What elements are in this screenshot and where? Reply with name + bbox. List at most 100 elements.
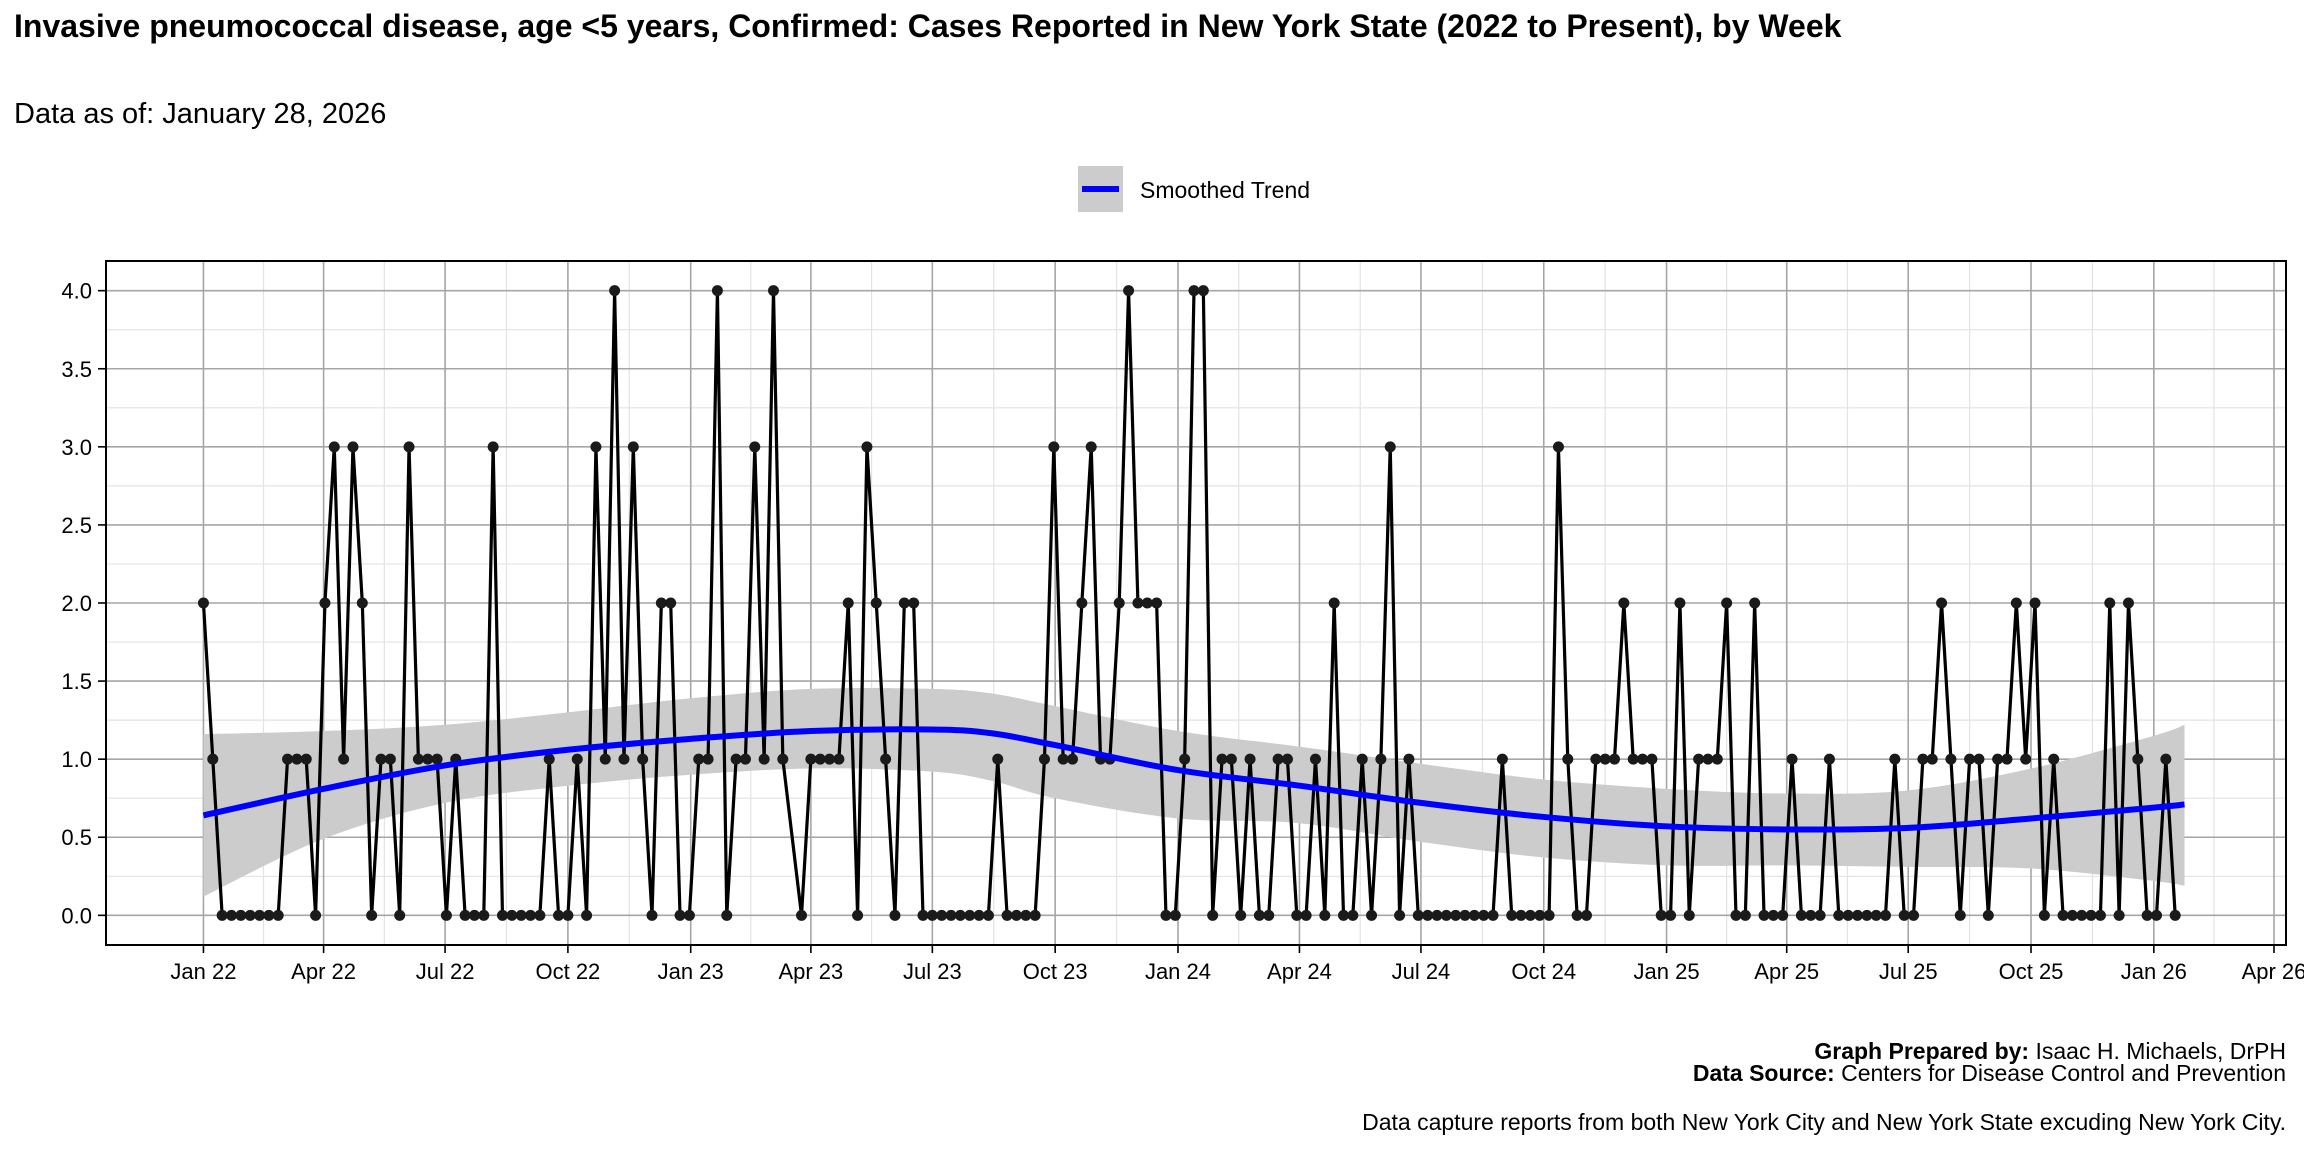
data-point <box>1552 441 1564 453</box>
data-source-label: Data Source: <box>1692 1060 1835 1086</box>
data-point <box>235 909 247 921</box>
data-point <box>767 285 779 297</box>
footer-data-source: Data Source: Centers for Disease Control… <box>1693 1060 2286 1087</box>
data-point <box>1908 909 1920 921</box>
data-point <box>571 753 583 765</box>
data-point <box>1767 909 1779 921</box>
chart-subtitle: Data as of: January 28, 2026 <box>14 98 387 130</box>
smoothed-trend <box>202 726 2185 833</box>
x-tick-label: Oct 23 <box>1023 959 1088 984</box>
data-point <box>2141 909 2153 921</box>
data-point <box>609 285 621 297</box>
data-point <box>898 597 910 609</box>
data-point <box>1674 597 1686 609</box>
data-point <box>1693 753 1705 765</box>
data-point <box>440 909 452 921</box>
data-point <box>496 909 508 921</box>
data-point <box>1571 909 1583 921</box>
data-point <box>1665 909 1677 921</box>
data-point <box>468 909 480 921</box>
data-point <box>1272 753 1284 765</box>
data-point <box>1422 909 1434 921</box>
x-tick-label: Jul 22 <box>416 959 475 984</box>
y-tick-label: 2.0 <box>61 591 92 616</box>
data-point <box>693 753 705 765</box>
data-point <box>814 753 826 765</box>
data-point <box>1281 753 1293 765</box>
data-point <box>1216 753 1228 765</box>
chart-title: Invasive pneumococcal disease, age <5 ye… <box>14 8 1842 44</box>
x-tick-label: Apr 26 <box>2242 959 2304 984</box>
data-point <box>2113 909 2125 921</box>
data-point <box>366 909 378 921</box>
data-point <box>543 753 555 765</box>
data-point <box>637 753 649 765</box>
data-point <box>431 753 443 765</box>
data-point <box>824 753 836 765</box>
data-point <box>1235 909 1247 921</box>
data-point <box>1973 753 1985 765</box>
data-point <box>1730 909 1742 921</box>
data-point <box>1169 909 1181 921</box>
data-point <box>805 753 817 765</box>
data-source-value: Centers for Disease Control and Preventi… <box>1834 1060 2286 1086</box>
data-point <box>1020 909 1032 921</box>
data-point <box>375 753 387 765</box>
data-point <box>842 597 854 609</box>
data-point <box>1655 909 1667 921</box>
data-point <box>964 909 976 921</box>
data-point <box>1347 909 1359 921</box>
data-point <box>1468 909 1480 921</box>
data-point <box>1739 909 1751 921</box>
data-point <box>683 909 695 921</box>
data-point <box>1683 909 1695 921</box>
data-point <box>665 597 677 609</box>
data-point <box>618 753 630 765</box>
data-point <box>711 285 723 297</box>
data-point <box>1749 597 1761 609</box>
data-point <box>562 909 574 921</box>
data-point <box>1609 753 1621 765</box>
data-point <box>2038 909 2050 921</box>
data-point <box>1151 597 1163 609</box>
data-point <box>506 909 518 921</box>
data-point <box>1328 597 1340 609</box>
data-point <box>515 909 527 921</box>
x-axis: Jan 22 Apr 22 Jul 22 Oct 22 Jan 23 Apr 23 Jul … <box>170 945 2304 984</box>
data-point <box>2085 909 2097 921</box>
x-tick-label: Apr 23 <box>778 959 843 984</box>
data-point <box>1777 909 1789 921</box>
y-tick-label: 3.5 <box>61 357 92 382</box>
data-point <box>1833 909 1845 921</box>
data-point <box>1702 753 1714 765</box>
data-point <box>216 909 228 921</box>
data-point <box>721 909 733 921</box>
data-point <box>1805 909 1817 921</box>
data-point <box>2066 909 2078 921</box>
data-point <box>973 909 985 921</box>
data-point <box>282 753 294 765</box>
data-point <box>2160 753 2172 765</box>
data-point <box>225 909 237 921</box>
data-point <box>1048 441 1060 453</box>
data-point <box>1076 597 1088 609</box>
data-point <box>2104 597 2116 609</box>
data-point <box>384 753 396 765</box>
data-point <box>581 909 593 921</box>
prepared-by-value: Isaac H. Michaels, DrPH <box>2029 1038 2286 1064</box>
data-point <box>525 909 537 921</box>
data-point <box>1450 909 1462 921</box>
data-point <box>1580 909 1592 921</box>
data-point <box>1936 597 1948 609</box>
data-point <box>1721 597 1733 609</box>
data-point <box>291 753 303 765</box>
data-point <box>1029 909 1041 921</box>
weekly-cases-series <box>197 285 2181 921</box>
data-point <box>1889 753 1901 765</box>
data-point <box>1992 753 2004 765</box>
data-point <box>655 597 667 609</box>
data-point <box>1534 909 1546 921</box>
data-point <box>1515 909 1527 921</box>
data-point <box>796 909 808 921</box>
